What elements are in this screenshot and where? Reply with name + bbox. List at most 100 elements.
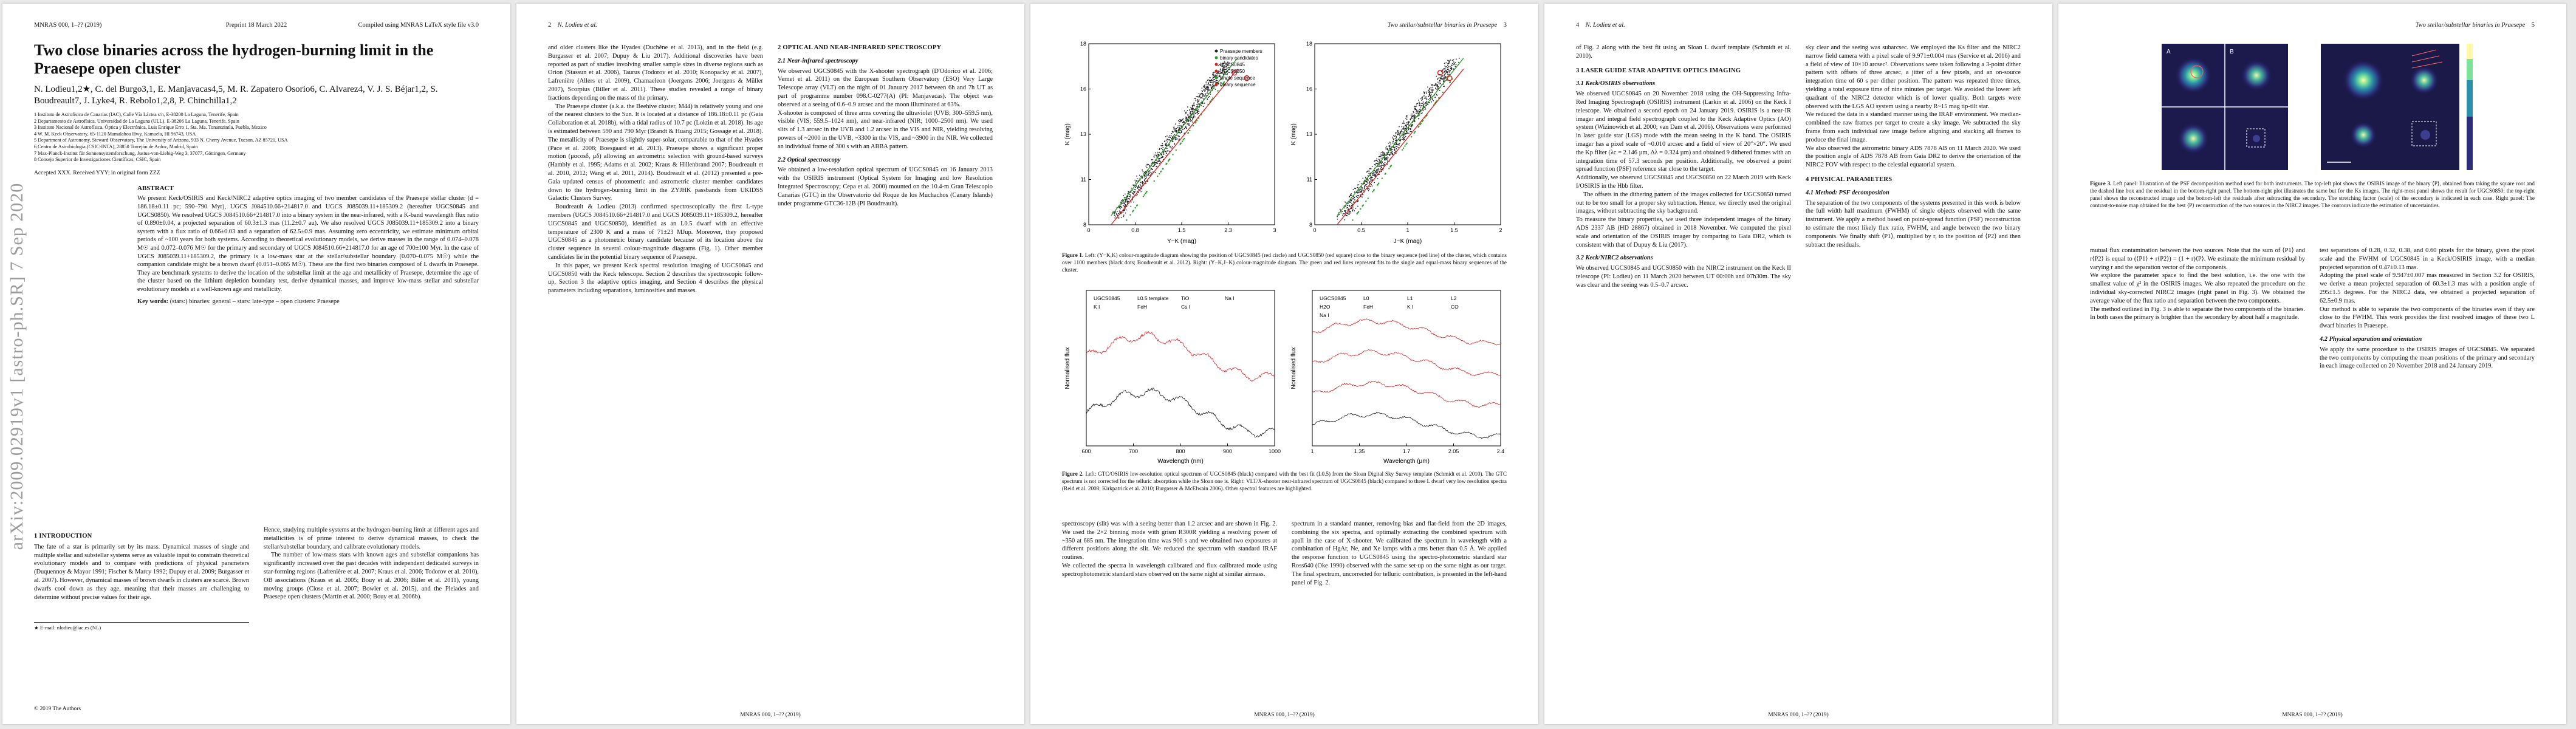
member-point [1343,219,1345,221]
body-paragraph: We observed UGCS0845 and UGCS0850 with t… [1576,265,1791,289]
subsection-heading: 4.2 Physical separation and orientation [2320,335,2422,343]
member-point [1450,59,1451,61]
member-point [1136,194,1137,196]
member-point [1148,163,1149,165]
member-point [1209,95,1210,97]
member-point [1413,111,1414,112]
member-point [1396,135,1397,137]
member-point [1153,156,1155,158]
member-point [1204,95,1205,97]
member-point [1349,204,1351,206]
binary-candidate-point [1169,158,1171,160]
member-point [1397,134,1399,135]
member-point [1389,154,1391,156]
member-point [1136,176,1137,177]
column-left: and older clusters like the Hyades (Duch… [548,44,763,295]
member-point [1353,197,1355,199]
member-point [1392,142,1394,144]
member-point [1221,65,1222,67]
member-point [1127,202,1128,204]
legend-label: binary sequence [1220,82,1256,87]
member-point [1157,151,1159,153]
x-tick-label: 1.5 [1450,227,1458,233]
member-point [1375,173,1377,175]
member-point [1187,110,1188,111]
member-point [1436,94,1437,95]
member-point [1386,159,1388,160]
member-point [1166,148,1168,149]
member-point [1444,77,1445,78]
member-point [1419,103,1420,104]
member-point [1402,128,1403,129]
member-point [1403,123,1405,124]
member-point [1370,180,1372,182]
binary-candidate-point [1414,131,1416,133]
binary-candidate-point [1172,154,1174,156]
x-tick-label: 1 [1406,227,1409,233]
member-point [1206,92,1208,94]
member-point [1162,156,1164,158]
member-point [1166,140,1168,141]
member-point [1207,98,1208,100]
member-point [1402,137,1404,139]
member-point [1122,202,1123,204]
member-point [1447,65,1448,66]
member-point [1144,176,1145,178]
member-point [1165,143,1166,145]
affiliations: 1 Instituto de Astrofísica de Canarias (… [34,112,288,163]
member-point [1416,109,1417,111]
figure-label: Figure 1. [1062,252,1084,258]
member-point [1451,63,1453,64]
member-point [1126,196,1128,197]
member-point [1159,149,1160,150]
member-point [1439,90,1440,91]
member-point [1411,118,1413,119]
member-point [1162,152,1164,154]
member-point [1157,158,1159,160]
member-point [1371,185,1373,187]
member-point [1131,187,1132,189]
member-point [1423,103,1425,105]
column-left: mutual flux contamination between the tw… [2090,247,2305,322]
member-point [1425,97,1427,99]
member-point [1406,126,1407,128]
member-point [1406,132,1408,134]
member-point [1399,135,1400,137]
member-point [1195,100,1197,101]
member-point [1166,152,1167,154]
member-point [1357,187,1358,188]
member-point [1432,88,1434,90]
member-point [1187,123,1188,125]
member-point [1129,194,1131,196]
member-point [1369,181,1371,182]
member-point [1204,86,1205,87]
member-point [1125,199,1126,200]
member-point [1135,187,1137,188]
member-point [1447,74,1448,75]
member-point [1208,89,1210,91]
member-point [1377,168,1379,169]
member-point [1383,159,1385,161]
member-point [1204,91,1206,92]
footer-journal: MNRAS 000, 1–?? (2019) [2282,712,2343,718]
member-point [1444,75,1445,77]
member-point [1385,147,1387,149]
member-point [1357,192,1358,194]
member-point [1157,160,1158,162]
member-point [1348,213,1350,215]
member-point [1429,98,1431,100]
member-point [1436,75,1437,77]
member-point [1364,188,1365,190]
member-point [1191,116,1193,118]
footnote-email: ★ E-mail: nlodieu@iac.es (NL) [34,622,249,631]
member-point [1395,133,1397,134]
binary-candidate-point [1381,177,1383,179]
x-tick-label: 900 [1223,448,1232,454]
page-number: 3 [1503,22,1507,29]
member-point [1406,122,1407,124]
member-point [1117,217,1119,219]
binary-candidate-point [1356,213,1358,215]
member-point [1389,142,1391,144]
member-point [1444,74,1446,75]
member-point [1173,127,1174,129]
